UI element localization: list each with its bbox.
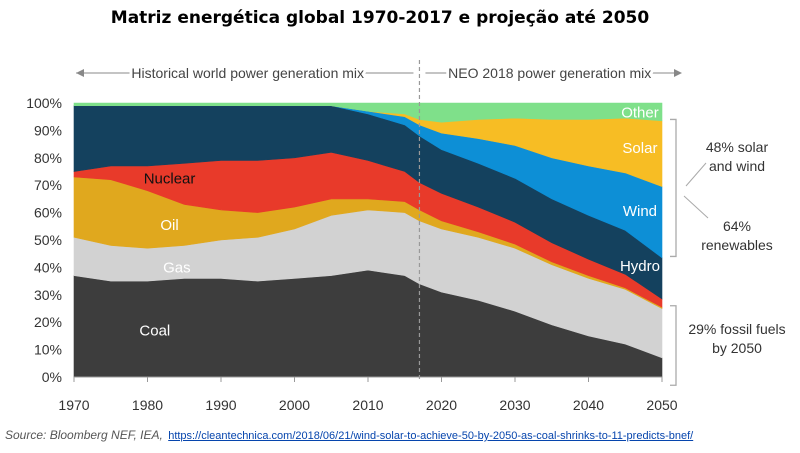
annotation-solar-wind-line: and wind bbox=[709, 158, 765, 174]
y-tick-label: 100% bbox=[26, 95, 62, 111]
annotation-renewables-line: renewables bbox=[701, 237, 773, 253]
x-tick-label: 2050 bbox=[646, 397, 677, 413]
annotation-solar-wind-line: 48% solar bbox=[706, 139, 769, 155]
series-label-hydro: Hydro bbox=[620, 258, 660, 275]
source-prefix: Source: Bloomberg NEF, IEA, bbox=[5, 428, 163, 442]
series-label-nuclear: Nuclear bbox=[144, 170, 196, 187]
historical-arrowhead bbox=[76, 69, 84, 77]
renewables-bracket bbox=[670, 118, 677, 258]
x-tick-label: 1970 bbox=[58, 397, 89, 413]
y-tick-label: 70% bbox=[34, 177, 62, 193]
y-tick-label: 0% bbox=[42, 369, 62, 385]
annotation-fossil-line: 29% fossil fuels bbox=[688, 321, 785, 337]
y-tick-label: 90% bbox=[34, 122, 62, 138]
y-tick-label: 30% bbox=[34, 287, 62, 303]
series-label-wind: Wind bbox=[623, 203, 657, 220]
x-tick-label: 2010 bbox=[352, 397, 383, 413]
chart-title: Matriz energética global 1970-2017 e pro… bbox=[110, 8, 650, 28]
series-label-solar: Solar bbox=[622, 140, 657, 157]
y-tick-label: 80% bbox=[34, 150, 62, 166]
forecast-arrowhead bbox=[674, 69, 682, 77]
overlay-layer: Coal Gas Oil Nuclear Hydro Wind Solar Other 0% 10… bbox=[26, 60, 786, 413]
series-label-gas: Gas bbox=[163, 259, 191, 276]
annotation-renewables-line: 64% bbox=[723, 218, 751, 234]
x-tick-label: 1990 bbox=[205, 397, 236, 413]
x-tick-label: 2020 bbox=[426, 397, 457, 413]
source-link[interactable]: https://cleantechnica.com/2018/06/21/win… bbox=[168, 430, 694, 442]
fossil-bracket bbox=[670, 305, 677, 386]
x-tick-label: 2040 bbox=[573, 397, 604, 413]
x-tick-label: 2030 bbox=[499, 397, 530, 413]
x-tick-label: 1980 bbox=[132, 397, 163, 413]
x-tick-label: 2000 bbox=[279, 397, 310, 413]
stacked-area-chart: Coal Gas Oil Nuclear Hydro Wind Solar Other 0% 10… bbox=[26, 60, 786, 413]
renewables-pointer bbox=[683, 195, 709, 219]
y-tick-label: 20% bbox=[34, 314, 62, 330]
area-layer bbox=[73, 102, 663, 378]
forecast-label: NEO 2018 power generation mix bbox=[448, 65, 651, 81]
series-label-oil: Oil bbox=[160, 217, 178, 234]
series-area-other bbox=[73, 102, 663, 123]
annotation-fossil-line: by 2050 bbox=[712, 340, 762, 356]
series-label-coal: Coal bbox=[139, 322, 170, 339]
y-tick-label: 10% bbox=[34, 342, 62, 358]
y-tick-label: 50% bbox=[34, 232, 62, 248]
historical-label: Historical world power generation mix bbox=[131, 65, 364, 81]
y-tick-label: 40% bbox=[34, 259, 62, 275]
series-label-other: Other bbox=[621, 105, 659, 122]
y-tick-label: 60% bbox=[34, 205, 62, 221]
solar-wind-pointer bbox=[685, 162, 707, 187]
source-note: Source: Bloomberg NEF, IEA, https://clea… bbox=[5, 428, 693, 442]
